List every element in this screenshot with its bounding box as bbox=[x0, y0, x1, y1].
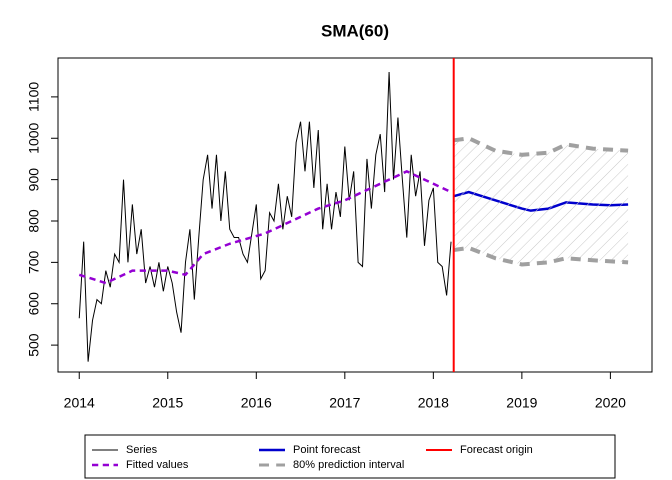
legend-frame bbox=[84, 434, 616, 479]
legend-label: Series bbox=[126, 444, 158, 456]
x-tick-label: 2019 bbox=[506, 395, 537, 411]
x-tick-label: 2014 bbox=[64, 395, 95, 411]
legend-label: Point forecast bbox=[293, 444, 360, 456]
x-tick-label: 2016 bbox=[241, 395, 272, 411]
y-tick-label: 500 bbox=[26, 333, 42, 357]
x-tick-label: 2017 bbox=[329, 395, 360, 411]
x-tick-label: 2015 bbox=[152, 395, 183, 411]
chart-title: SMA(60) bbox=[321, 21, 389, 40]
legend-label: Forecast origin bbox=[460, 444, 533, 456]
x-tick-label: 2020 bbox=[595, 395, 626, 411]
y-tick-label: 1000 bbox=[26, 122, 42, 153]
interval-upper bbox=[453, 136, 629, 157]
series-line bbox=[78, 72, 452, 362]
legend-label: 80% prediction interval bbox=[293, 459, 404, 471]
y-tick-label: 1100 bbox=[26, 82, 42, 112]
legend-label: Fitted values bbox=[126, 459, 189, 471]
y-tick-label: 900 bbox=[26, 168, 42, 192]
y-tick-label: 600 bbox=[26, 292, 42, 316]
interval-hatch bbox=[453, 138, 629, 265]
interval-lower bbox=[453, 245, 629, 267]
series-line bbox=[78, 169, 452, 285]
y-tick-label: 700 bbox=[26, 250, 42, 274]
x-tick-label: 2018 bbox=[418, 395, 449, 411]
y-tick-label: 800 bbox=[26, 209, 42, 233]
plot-frame bbox=[57, 57, 653, 373]
